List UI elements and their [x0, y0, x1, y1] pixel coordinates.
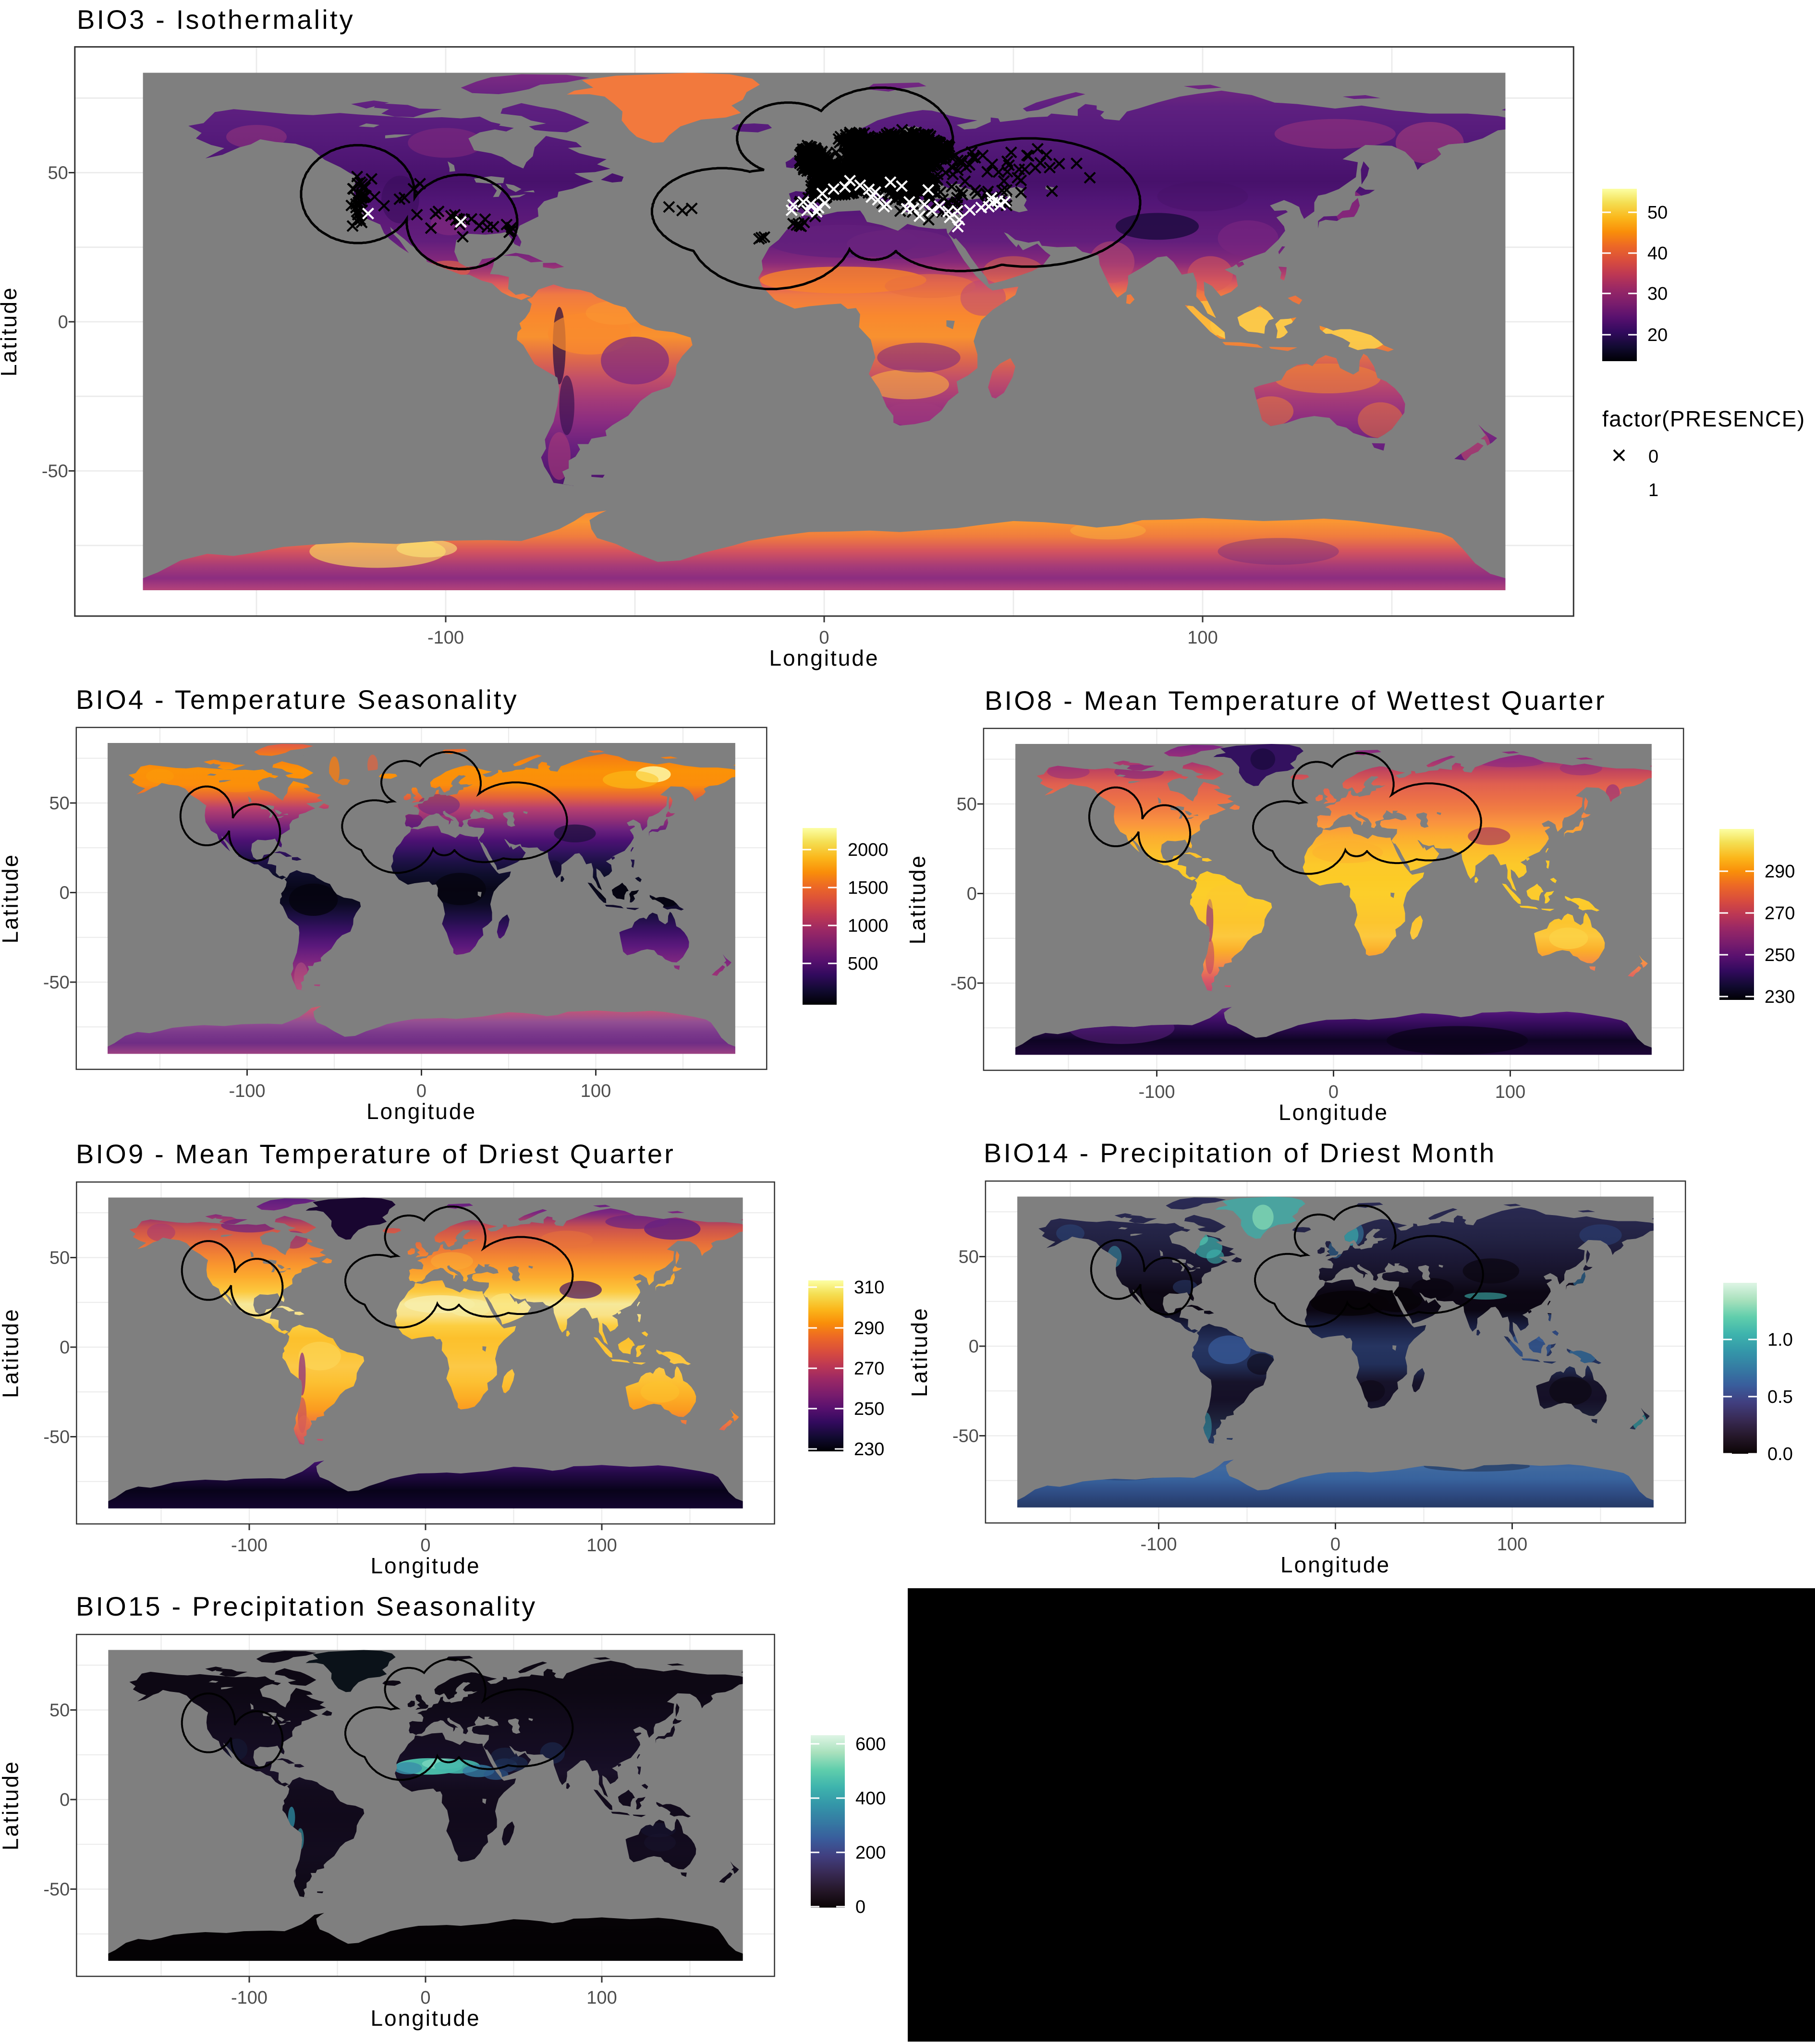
svg-text:400: 400	[855, 1788, 886, 1809]
svg-text:1000: 1000	[848, 916, 889, 936]
svg-text:-100: -100	[231, 1535, 268, 1556]
svg-text:Longitude: Longitude	[1279, 1100, 1389, 1125]
svg-text:50: 50	[49, 1248, 70, 1268]
svg-text:200: 200	[855, 1843, 886, 1863]
svg-text:0: 0	[416, 1081, 426, 1101]
svg-text:0: 0	[1648, 447, 1658, 467]
svg-text:BIO3 - Isothermality: BIO3 - Isothermality	[77, 4, 355, 35]
svg-text:1: 1	[1648, 480, 1658, 500]
svg-text:20: 20	[1647, 325, 1668, 345]
svg-text:Latitude: Latitude	[0, 1760, 23, 1850]
svg-text:2000: 2000	[848, 840, 889, 860]
svg-text:0: 0	[969, 1337, 979, 1357]
svg-text:50: 50	[49, 793, 70, 814]
svg-text:Latitude: Latitude	[0, 853, 23, 944]
svg-text:600: 600	[855, 1734, 886, 1754]
svg-text:230: 230	[1765, 987, 1795, 1007]
svg-text:290: 290	[1765, 862, 1795, 882]
svg-text:Longitude: Longitude	[370, 2006, 480, 2031]
svg-text:-100: -100	[1140, 1534, 1177, 1555]
svg-text:Longitude: Longitude	[370, 1553, 480, 1578]
svg-text:100: 100	[1497, 1534, 1527, 1555]
svg-text:0: 0	[420, 1535, 430, 1556]
svg-text:100: 100	[1187, 628, 1218, 648]
svg-text:50: 50	[1647, 203, 1668, 223]
svg-text:-50: -50	[43, 1880, 70, 1900]
svg-text:230: 230	[854, 1439, 884, 1460]
svg-text:100: 100	[1495, 1082, 1525, 1102]
svg-text:310: 310	[854, 1278, 884, 1298]
svg-text:BIO4 - Temperature Seasonality: BIO4 - Temperature Seasonality	[76, 684, 519, 715]
svg-text:-50: -50	[952, 1426, 979, 1447]
svg-text:-100: -100	[229, 1081, 265, 1101]
svg-text:-100: -100	[427, 628, 464, 648]
svg-text:-50: -50	[42, 462, 68, 482]
svg-text:BIO8 - Mean Temperature of Wet: BIO8 - Mean Temperature of Wettest Quart…	[985, 685, 1607, 716]
svg-text:100: 100	[581, 1081, 611, 1101]
svg-text:0: 0	[819, 628, 829, 648]
svg-text:0: 0	[60, 1338, 70, 1358]
svg-text:50: 50	[957, 794, 977, 815]
svg-text:Longitude: Longitude	[366, 1099, 476, 1124]
svg-text:0: 0	[967, 884, 977, 904]
svg-text:100: 100	[586, 1988, 617, 2008]
svg-text:-50: -50	[950, 973, 977, 994]
svg-text:-50: -50	[43, 973, 70, 993]
svg-text:250: 250	[1765, 945, 1795, 965]
svg-text:Longitude: Longitude	[1280, 1552, 1390, 1577]
svg-text:Latitude: Latitude	[0, 1308, 23, 1398]
svg-text:-100: -100	[1138, 1082, 1175, 1102]
svg-text:-50: -50	[43, 1427, 70, 1448]
svg-text:0: 0	[58, 312, 68, 332]
svg-text:0: 0	[1330, 1534, 1340, 1555]
svg-text:250: 250	[854, 1399, 884, 1419]
svg-text:50: 50	[49, 1701, 70, 1721]
svg-text:100: 100	[586, 1535, 617, 1556]
svg-text:Latitude: Latitude	[0, 286, 21, 377]
svg-text:factor(PRESENCE): factor(PRESENCE)	[1602, 406, 1805, 431]
svg-text:BIO15 - Precipitation Seasonal: BIO15 - Precipitation Seasonality	[76, 1591, 537, 1621]
svg-text:BIO9 - Mean Temperature of Dri: BIO9 - Mean Temperature of Driest Quarte…	[76, 1139, 675, 1169]
svg-text:0.5: 0.5	[1767, 1387, 1793, 1407]
svg-text:-100: -100	[231, 1988, 268, 2008]
svg-text:500: 500	[848, 954, 878, 974]
svg-text:Latitude: Latitude	[905, 854, 930, 945]
svg-text:270: 270	[854, 1359, 884, 1379]
svg-text:Longitude: Longitude	[769, 645, 879, 670]
svg-text:40: 40	[1647, 243, 1668, 264]
svg-text:0: 0	[855, 1897, 865, 1917]
svg-text:270: 270	[1765, 903, 1795, 924]
svg-text:30: 30	[1647, 284, 1668, 304]
svg-text:0: 0	[1328, 1082, 1339, 1102]
svg-text:0: 0	[60, 1790, 70, 1810]
svg-text:0: 0	[60, 883, 70, 903]
svg-text:Latitude: Latitude	[907, 1307, 932, 1397]
svg-text:0: 0	[420, 1988, 430, 2008]
svg-text:290: 290	[854, 1318, 884, 1338]
svg-text:50: 50	[959, 1247, 979, 1267]
svg-text:50: 50	[48, 163, 68, 183]
svg-text:1.0: 1.0	[1767, 1330, 1793, 1350]
svg-text:1500: 1500	[848, 878, 889, 898]
svg-text:BIO14 - Precipitation of Dries: BIO14 - Precipitation of Driest Month	[984, 1138, 1496, 1168]
svg-text:0.0: 0.0	[1767, 1444, 1793, 1464]
